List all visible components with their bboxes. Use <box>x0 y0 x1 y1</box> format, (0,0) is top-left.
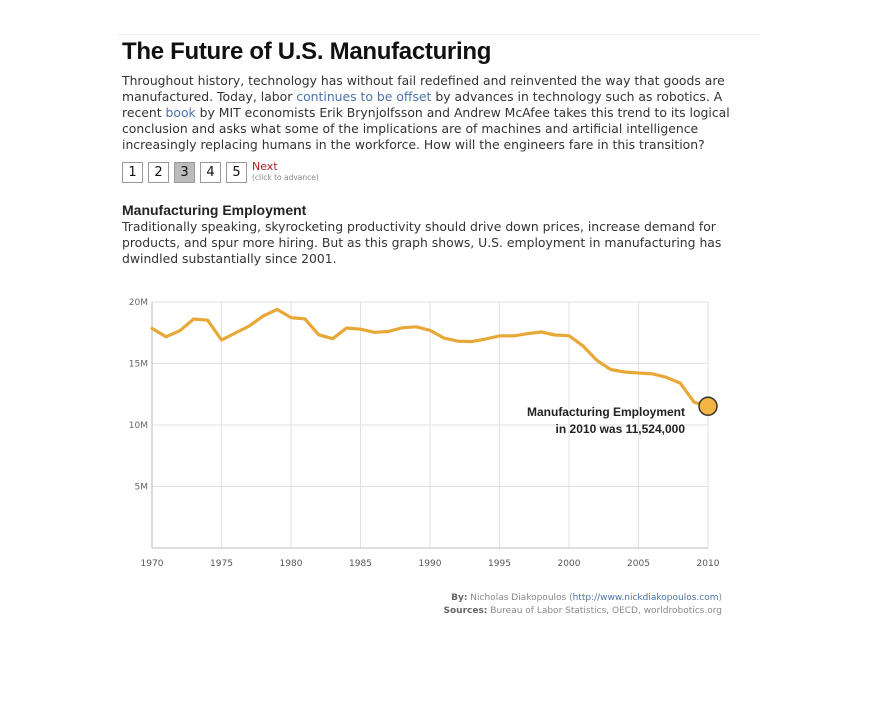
section-description: Traditionally speaking, skyrocketing pro… <box>122 219 722 266</box>
page-title: The Future of U.S. Manufacturing <box>122 38 492 65</box>
x-tick-label: 1995 <box>488 559 511 569</box>
y-tick-label: 15M <box>129 360 148 370</box>
byline-url[interactable]: http://www.nickdiakopoulos.com <box>572 593 719 603</box>
byline-label: By: <box>451 593 468 603</box>
series-line <box>150 307 710 408</box>
book-link[interactable]: book <box>165 105 196 120</box>
next-control[interactable]: Next (click to advance) <box>252 160 319 182</box>
x-tick-label: 2000 <box>558 559 581 569</box>
top-rule <box>118 34 760 35</box>
credits: By: Nicholas Diakopoulos (http://www.nic… <box>444 592 723 618</box>
next-hint: (click to advance) <box>252 173 319 182</box>
y-tick-label: 10M <box>129 421 148 431</box>
x-tick-label: 1975 <box>210 559 233 569</box>
x-tick-label: 2005 <box>627 559 650 569</box>
pager: 1 2 3 4 5 Next (click to advance) <box>122 160 732 188</box>
x-tick-label: 2010 <box>697 559 720 569</box>
intro-text-1: Throughout history, technology has witho… <box>122 73 725 104</box>
article: The Future of U.S. Manufacturing Through… <box>122 37 732 267</box>
highlight-marker <box>698 396 718 417</box>
offset-link[interactable]: continues to be offset <box>296 89 432 104</box>
sources-value: Bureau of Labor Statistics, OECD, worldr… <box>490 606 722 616</box>
intro-text-3: by MIT economists Erik Brynjolfsson and … <box>122 105 730 152</box>
sources-label: Sources: <box>443 606 488 616</box>
x-tick-label: 1980 <box>280 559 303 569</box>
byline-close: ) <box>718 593 722 603</box>
intro-paragraph: Throughout history, technology has witho… <box>122 73 732 153</box>
annotation-line-2: in 2010 was 11,524,000 <box>556 422 686 436</box>
page-button-1[interactable]: 1 <box>122 162 143 183</box>
sources: Sources: Bureau of Labor Statistics, OEC… <box>444 605 723 618</box>
x-tick-label: 1970 <box>141 559 164 569</box>
byline: By: Nicholas Diakopoulos (http://www.nic… <box>444 592 722 605</box>
next-link[interactable]: Next <box>252 160 278 173</box>
y-tick-label: 20M <box>129 298 148 308</box>
annotation-line-1: Manufacturing Employment <box>527 405 685 419</box>
page-button-3[interactable]: 3 <box>174 162 195 183</box>
y-tick-label: 5M <box>135 483 149 493</box>
x-tick-label: 1990 <box>419 559 442 569</box>
page-button-2[interactable]: 2 <box>148 162 169 183</box>
page-button-5[interactable]: 5 <box>226 162 247 183</box>
intro-text-2: by advances in technology such as roboti… <box>122 89 723 120</box>
x-tick-label: 1985 <box>349 559 372 569</box>
section-heading: Manufacturing Employment <box>122 202 307 218</box>
page-button-4[interactable]: 4 <box>200 162 221 183</box>
byline-name: Nicholas Diakopoulos ( <box>470 593 573 603</box>
